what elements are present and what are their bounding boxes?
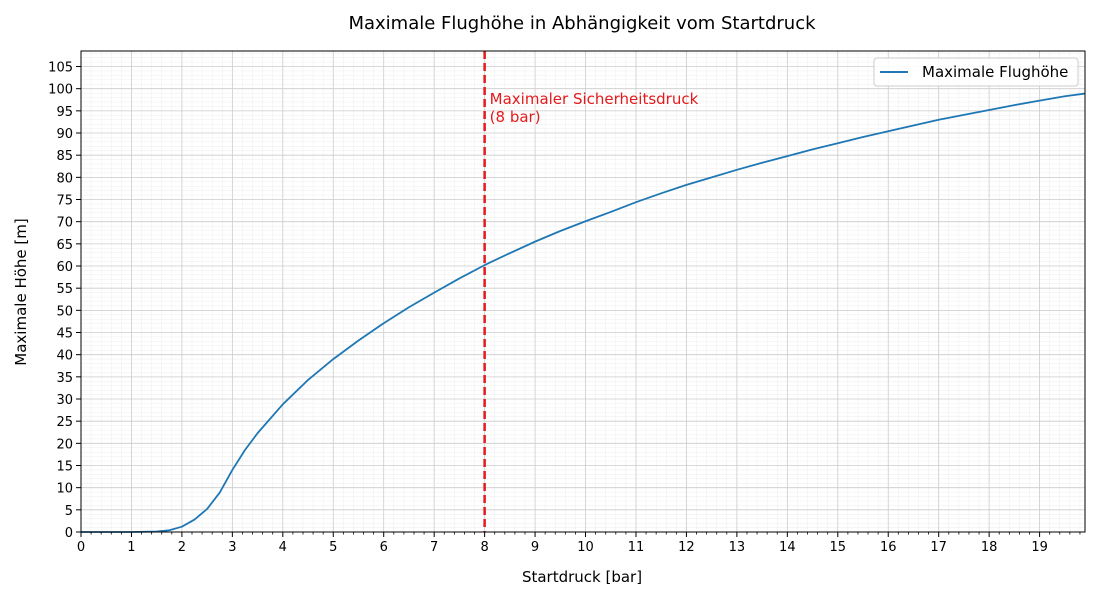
y-tick-label: 45 [56,327,73,342]
x-tick-label: 15 [830,540,847,555]
x-tick-label: 14 [779,540,796,555]
safety-pressure-annotation: Maximaler Sicherheitsdruck [490,90,699,108]
y-tick-label: 100 [48,83,73,98]
x-tick-label: 7 [430,540,438,555]
y-tick-label: 40 [56,349,73,364]
y-tick-label: 65 [56,238,73,253]
x-tick-label: 1 [127,540,135,555]
y-tick-label: 35 [56,371,73,386]
x-tick-label: 11 [628,540,645,555]
y-tick-label: 10 [56,482,73,497]
minor-grid [81,51,1085,532]
x-tick-label: 3 [228,540,236,555]
x-tick-label: 18 [981,540,998,555]
legend-label: Maximale Flughöhe [922,63,1068,81]
x-axis-label: Startdruck [bar] [522,568,642,586]
y-tick-label: 5 [65,504,73,519]
y-tick-label: 90 [56,127,73,142]
x-tick-label: 16 [880,540,897,555]
legend-box [873,57,1079,87]
legend: Maximale Flughöhe [873,57,1079,87]
y-tick-labels: 0 5 10 15 20 25 30 35 40 45 50 55 60 65 70 75 80 85 90 95 10… [48,61,73,541]
x-tick-label: 5 [329,540,337,555]
y-tick-label: 0 [65,526,73,541]
y-tick-label: 70 [56,216,73,231]
y-tick-label: 25 [56,415,73,430]
x-tick-labels: 0 1 2 3 4 5 6 7 8 9 10 11 12 13 14 15 16 17 18 19 [77,540,1048,555]
ticks-layer [76,66,1081,537]
y-tick-label: 60 [56,260,73,275]
safety-pressure-annotation: (8 bar) [490,108,541,126]
series-line [81,92,1086,533]
plot-frame [80,50,1086,533]
y-tick-label: 20 [56,437,73,452]
y-tick-label: 50 [56,304,73,319]
x-tick-label: 10 [577,540,594,555]
x-tick-label: 6 [380,540,388,555]
x-tick-label: 8 [480,540,488,555]
x-tick-label: 13 [729,540,746,555]
y-axis-label: Maximale Höhe [m] [12,218,30,365]
x-tick-label: 0 [77,540,85,555]
y-tick-label: 75 [56,194,73,209]
x-tick-label: 4 [279,540,287,555]
x-tick-label: 17 [930,540,947,555]
annotation-layer: Maximaler Sicherheitsdruck(8 bar) [490,90,699,126]
x-tick-label: 2 [178,540,186,555]
y-tick-label: 95 [56,105,73,120]
chart-title: Maximale Flughöhe in Abhängigkeit vom St… [348,13,816,34]
series-layer [81,92,1086,533]
y-tick-label: 80 [56,171,73,186]
y-tick-label: 15 [56,460,73,475]
y-tick-label: 55 [56,282,73,297]
y-tick-label: 30 [56,393,73,408]
y-tick-label: 85 [56,149,73,164]
x-tick-label: 12 [678,540,695,555]
y-tick-label: 105 [48,61,73,76]
x-tick-label: 9 [531,540,539,555]
x-tick-label: 19 [1031,540,1048,555]
